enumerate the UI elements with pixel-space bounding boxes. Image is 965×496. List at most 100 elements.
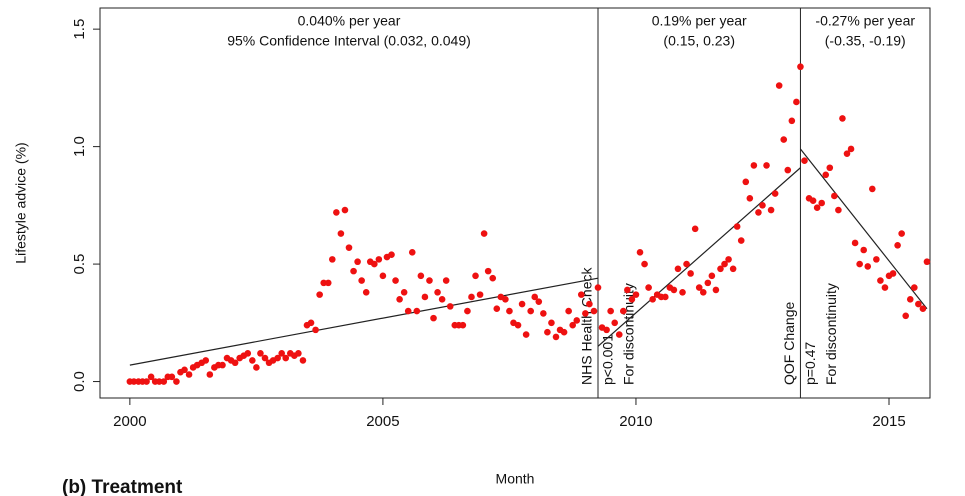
data-point bbox=[341, 206, 349, 214]
data-point bbox=[173, 378, 180, 385]
x-tick-label: 2015 bbox=[872, 413, 905, 430]
data-point bbox=[354, 258, 361, 266]
data-point bbox=[337, 230, 345, 237]
data-point bbox=[404, 307, 412, 315]
data-point bbox=[860, 246, 868, 254]
data-point bbox=[582, 310, 589, 317]
data-point bbox=[809, 197, 817, 204]
data-point bbox=[894, 241, 901, 249]
data-point bbox=[358, 277, 365, 284]
data-point bbox=[464, 307, 471, 315]
data-point bbox=[434, 288, 441, 296]
data-point bbox=[869, 185, 876, 193]
data-point bbox=[788, 117, 796, 125]
data-point bbox=[371, 260, 378, 268]
data-point bbox=[350, 267, 357, 275]
data-point bbox=[413, 307, 421, 315]
data-point bbox=[818, 199, 825, 207]
data-point bbox=[573, 317, 581, 324]
data-point bbox=[742, 178, 750, 186]
break-annotation: NHS Health Check bbox=[579, 267, 595, 385]
data-point bbox=[607, 307, 614, 315]
data-point bbox=[906, 296, 914, 303]
caption: (b) Treatment bbox=[62, 477, 183, 496]
data-point bbox=[320, 279, 327, 287]
data-point bbox=[408, 249, 416, 256]
data-point bbox=[851, 239, 859, 247]
trend-line bbox=[129, 277, 599, 366]
data-point bbox=[729, 265, 737, 273]
data-point bbox=[527, 307, 534, 315]
data-point bbox=[873, 256, 880, 263]
x-tick-label: 2010 bbox=[619, 413, 652, 430]
data-point bbox=[518, 300, 526, 308]
data-point bbox=[695, 284, 703, 291]
y-tick-label: 1.5 bbox=[71, 19, 88, 40]
data-point bbox=[615, 331, 623, 338]
region-rate: -0.27% per year bbox=[815, 13, 915, 29]
region-ci: (-0.35, -0.19) bbox=[825, 33, 906, 49]
data-point bbox=[535, 298, 543, 305]
data-point bbox=[219, 361, 226, 369]
data-point bbox=[662, 293, 669, 301]
data-point bbox=[392, 277, 399, 284]
data-point bbox=[185, 371, 193, 378]
data-point bbox=[679, 288, 686, 296]
y-tick-label: 0.0 bbox=[71, 371, 88, 392]
data-point bbox=[712, 286, 720, 294]
data-point bbox=[915, 300, 922, 308]
data-point bbox=[514, 321, 522, 329]
x-tick-label: 2000 bbox=[113, 413, 146, 430]
data-point bbox=[775, 82, 783, 89]
data-point bbox=[261, 354, 269, 362]
data-point bbox=[244, 350, 252, 357]
data-point bbox=[733, 223, 741, 230]
data-point bbox=[468, 293, 475, 301]
data-point bbox=[902, 312, 910, 320]
data-point bbox=[881, 284, 889, 291]
data-point bbox=[889, 270, 897, 277]
data-point bbox=[628, 296, 636, 303]
data-point bbox=[683, 260, 690, 268]
data-point bbox=[506, 307, 513, 315]
data-point bbox=[231, 359, 239, 367]
data-point bbox=[160, 378, 168, 385]
region-ci: 95% Confidence Interval (0.032, 0.049) bbox=[227, 33, 471, 49]
data-point bbox=[299, 357, 307, 364]
break-annotation: For discontinuity bbox=[823, 283, 839, 385]
data-point bbox=[540, 310, 547, 317]
data-point bbox=[446, 303, 454, 310]
data-point bbox=[767, 206, 775, 214]
data-point bbox=[911, 284, 918, 291]
data-point bbox=[565, 307, 572, 315]
data-point bbox=[544, 328, 551, 336]
data-point bbox=[278, 350, 285, 357]
data-point bbox=[531, 293, 539, 301]
data-point bbox=[426, 277, 433, 284]
data-point bbox=[717, 265, 724, 273]
break-annotation: p<0.001 bbox=[600, 334, 616, 385]
data-point bbox=[168, 373, 176, 381]
data-point bbox=[649, 296, 656, 303]
data-point bbox=[155, 378, 163, 385]
data-point bbox=[755, 209, 762, 216]
data-point bbox=[691, 225, 699, 233]
data-point bbox=[295, 350, 302, 357]
data-point bbox=[316, 291, 323, 298]
data-point bbox=[548, 319, 555, 327]
data-point bbox=[249, 357, 256, 364]
data-point bbox=[704, 279, 712, 287]
data-point bbox=[307, 319, 315, 327]
data-point bbox=[560, 328, 568, 336]
data-point bbox=[476, 291, 484, 298]
data-point bbox=[801, 157, 808, 165]
data-point bbox=[725, 256, 732, 263]
y-tick-label: 1.0 bbox=[71, 136, 88, 157]
data-point bbox=[586, 300, 593, 308]
data-point bbox=[379, 272, 387, 280]
data-point bbox=[324, 279, 332, 287]
trend-line bbox=[799, 148, 928, 310]
data-point bbox=[590, 307, 598, 315]
data-point bbox=[771, 190, 779, 197]
data-point bbox=[923, 258, 931, 266]
